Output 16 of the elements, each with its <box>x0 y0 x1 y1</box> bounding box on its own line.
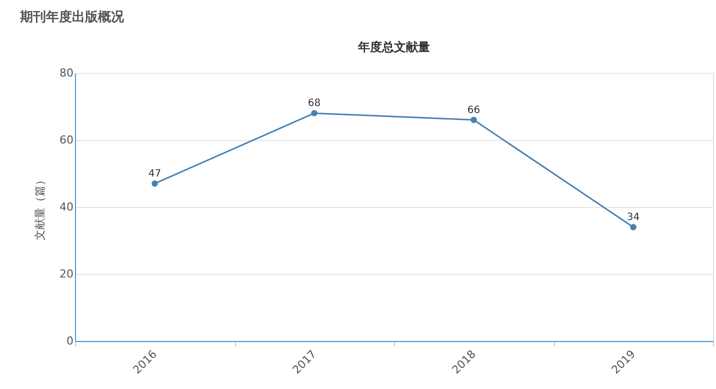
y-tick-label: 20 <box>60 268 74 280</box>
y-tick-label: 80 <box>60 66 74 80</box>
data-label: 66 <box>467 104 480 116</box>
data-label: 34 <box>626 212 640 224</box>
point <box>470 116 477 124</box>
y-tick-label: 0 <box>66 334 74 348</box>
y-tick-label: 60 <box>60 134 74 146</box>
text: 期刊年度出版概况 <box>19 9 125 25</box>
chart-title: 年度总文献量 <box>357 40 430 54</box>
data-label: 47 <box>148 168 162 180</box>
point <box>630 224 636 230</box>
y-tick-label: 40 <box>60 200 74 214</box>
y-axis-title: 文献量（篇） <box>34 174 47 240</box>
point <box>311 110 318 116</box>
data-label: 68 <box>308 98 321 110</box>
point <box>152 180 158 187</box>
